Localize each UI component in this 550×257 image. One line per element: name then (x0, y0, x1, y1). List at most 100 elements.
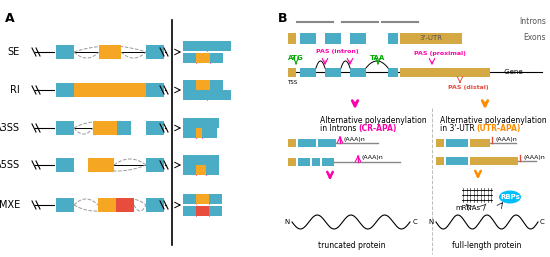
Text: SE: SE (8, 47, 20, 57)
Text: PAS (proximal): PAS (proximal) (414, 51, 466, 57)
Text: Alternative polyadenylation: Alternative polyadenylation (320, 116, 427, 125)
Text: PAS (intron): PAS (intron) (316, 50, 358, 54)
Bar (98, 198, 116, 212)
Bar (183, 194, 196, 204)
Text: in 3'-UTR: in 3'-UTR (440, 124, 477, 133)
Text: ATG: ATG (288, 55, 304, 61)
Bar (318, 139, 336, 147)
Bar (388, 68, 398, 77)
Bar (183, 53, 196, 63)
Text: MXE: MXE (0, 200, 20, 210)
Text: A: A (5, 12, 15, 25)
Bar (298, 139, 316, 147)
Bar (298, 158, 310, 166)
Bar (350, 68, 366, 77)
Text: (AAA)n: (AAA)n (523, 154, 544, 160)
Bar (183, 206, 196, 216)
Bar (470, 157, 518, 165)
Bar (210, 80, 223, 90)
Bar (146, 45, 164, 59)
Bar (196, 80, 210, 90)
Bar (322, 158, 334, 166)
Bar (56, 45, 74, 59)
Bar (88, 158, 114, 172)
Bar (196, 206, 209, 216)
Bar (99, 83, 121, 97)
Bar (288, 32, 296, 43)
Text: N: N (285, 219, 290, 225)
Text: (CR-APA): (CR-APA) (358, 124, 397, 133)
Text: TAA: TAA (370, 55, 386, 61)
Bar (209, 206, 222, 216)
Text: RI: RI (10, 85, 20, 95)
Bar (350, 32, 366, 43)
Bar (300, 68, 316, 77)
Bar (470, 139, 490, 147)
Bar (99, 45, 121, 59)
Bar (183, 165, 196, 175)
Bar (300, 32, 316, 43)
Text: A3SS: A3SS (0, 123, 20, 133)
Bar (183, 90, 207, 100)
Bar (436, 157, 444, 165)
Text: (AAA)n: (AAA)n (362, 155, 384, 161)
Bar (146, 158, 164, 172)
Text: truncated protein: truncated protein (318, 242, 386, 251)
Bar (56, 83, 74, 97)
Bar (207, 41, 231, 51)
Bar (325, 68, 341, 77)
Text: in Introns: in Introns (320, 124, 359, 133)
Bar (121, 83, 146, 97)
Bar (288, 158, 296, 166)
Bar (183, 155, 201, 165)
Text: — Gene: — Gene (495, 69, 522, 75)
Bar (207, 90, 231, 100)
Bar (74, 83, 99, 97)
Bar (56, 158, 74, 172)
Bar (201, 118, 219, 128)
Bar (206, 165, 219, 175)
Text: B: B (278, 12, 288, 25)
Bar (312, 158, 320, 166)
Bar (388, 32, 398, 43)
Bar (202, 128, 217, 138)
Bar (400, 68, 490, 77)
Bar (209, 194, 222, 204)
Text: N: N (429, 219, 434, 225)
Bar (400, 32, 462, 43)
Bar (325, 32, 341, 43)
Text: Exons: Exons (524, 33, 546, 42)
Bar (183, 118, 201, 128)
Text: mRNAs: mRNAs (455, 205, 481, 211)
Text: Alternative polyadenylation: Alternative polyadenylation (440, 116, 547, 125)
Bar (446, 139, 468, 147)
Bar (196, 128, 202, 138)
Bar (436, 139, 444, 147)
Bar (288, 139, 296, 147)
Text: (UTR-APA): (UTR-APA) (476, 124, 520, 133)
Bar (116, 198, 134, 212)
Text: (AAA)n: (AAA)n (495, 136, 517, 142)
Bar (210, 53, 223, 63)
Text: full-length protein: full-length protein (452, 242, 522, 251)
Text: TSS: TSS (287, 80, 297, 85)
Bar (183, 41, 207, 51)
Text: (AAA)n: (AAA)n (344, 136, 366, 142)
Bar (117, 121, 131, 135)
Bar (183, 128, 196, 138)
Bar (56, 121, 74, 135)
Ellipse shape (499, 190, 521, 204)
Text: A5SS: A5SS (0, 160, 20, 170)
Bar (196, 165, 206, 175)
Bar (56, 198, 74, 212)
Bar (146, 198, 164, 212)
Text: PAS (distal): PAS (distal) (448, 86, 488, 90)
Text: 3'-UTR: 3'-UTR (420, 35, 443, 41)
Bar (93, 121, 117, 135)
Bar (146, 83, 164, 97)
Bar (288, 68, 296, 77)
Bar (196, 194, 209, 204)
Bar (446, 157, 468, 165)
Text: C: C (413, 219, 418, 225)
Bar (196, 53, 210, 63)
